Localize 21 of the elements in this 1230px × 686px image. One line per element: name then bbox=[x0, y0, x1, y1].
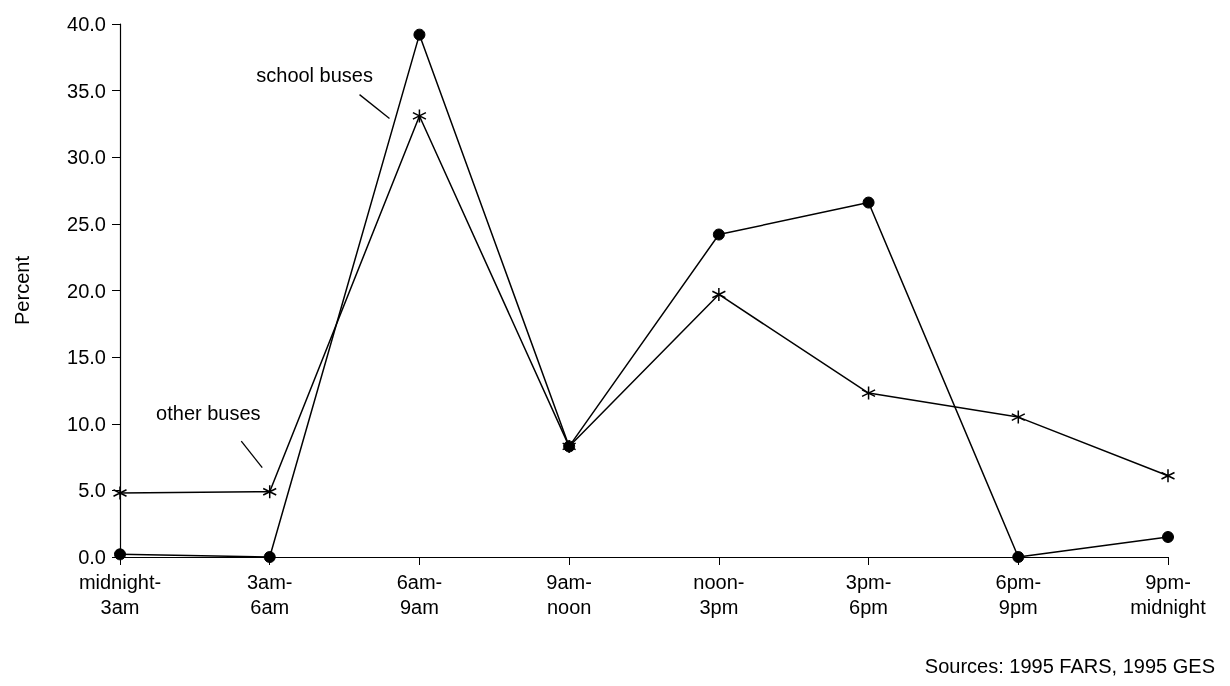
x-tick-label: 9pm-midnight bbox=[1130, 570, 1207, 618]
series-label: school buses bbox=[256, 63, 373, 86]
y-tick-label: 0.0 bbox=[78, 546, 106, 568]
x-tick-label: 9am-noon bbox=[546, 570, 592, 618]
series-label: other buses bbox=[156, 402, 261, 425]
y-tick-label: 40.0 bbox=[67, 13, 106, 35]
x-tick-label: midnight-3am bbox=[78, 570, 162, 618]
y-tick-label: 30.0 bbox=[67, 146, 106, 169]
y-tick-label: 5.0 bbox=[78, 479, 106, 502]
x-tick-label: 6am-9am bbox=[396, 570, 443, 618]
x-tick-label: noon-3pm bbox=[693, 570, 745, 618]
y-tick-label: 20.0 bbox=[67, 279, 106, 302]
y-tick-label: 25.0 bbox=[67, 212, 106, 235]
x-tick-label: 6pm-9pm bbox=[995, 570, 1042, 618]
y-tick-label: 35.0 bbox=[67, 79, 106, 102]
y-tick-label: 15.0 bbox=[67, 346, 106, 369]
x-tick-label: 3am-6am bbox=[246, 570, 293, 618]
x-tick-label: 3pm-6pm bbox=[845, 570, 892, 618]
y-tick-label: 10.0 bbox=[67, 412, 106, 435]
y-axis-title: Percent bbox=[11, 255, 33, 325]
source-note: Sources: 1995 FARS, 1995 GES bbox=[924, 655, 1216, 677]
